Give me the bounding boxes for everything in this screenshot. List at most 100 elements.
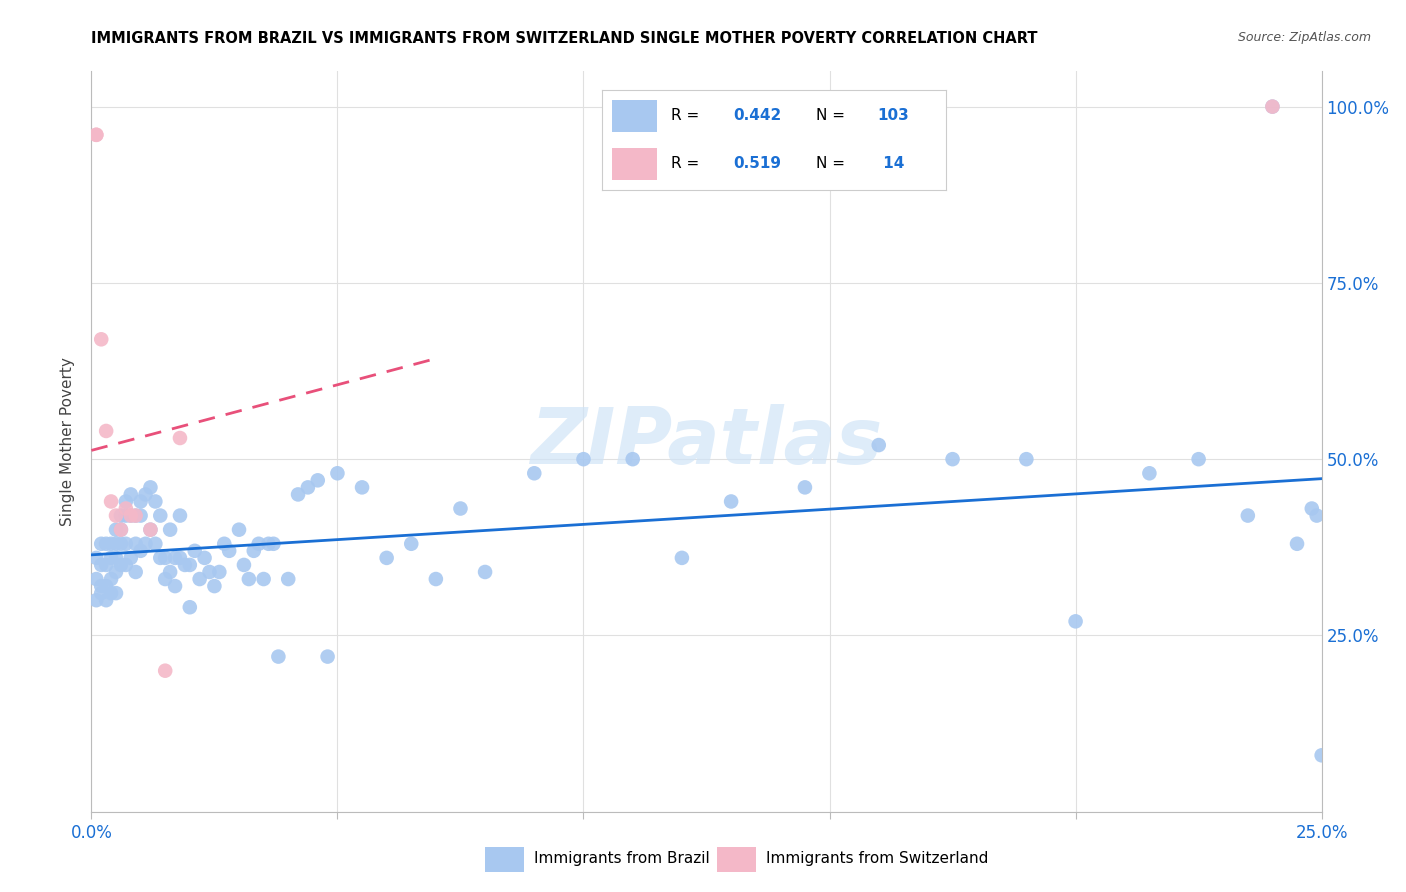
- Point: [352, 480, 374, 494]
- Point: [100, 494, 122, 508]
- Point: [326, 467, 349, 481]
- Point: [262, 537, 284, 551]
- Point: [169, 431, 191, 445]
- Point: [86, 572, 108, 586]
- Point: [523, 467, 546, 481]
- Point: [129, 544, 152, 558]
- Point: [169, 508, 191, 523]
- Point: [868, 438, 890, 452]
- Point: [153, 572, 177, 586]
- Point: [232, 558, 256, 572]
- Point: [208, 565, 231, 579]
- Point: [110, 523, 132, 537]
- Point: [135, 487, 156, 501]
- Point: [135, 537, 156, 551]
- Point: [247, 537, 270, 551]
- Point: [671, 550, 693, 565]
- Point: [139, 523, 162, 537]
- Point: [100, 572, 122, 586]
- Point: [124, 537, 146, 551]
- Point: [242, 544, 264, 558]
- Text: Source: ZipAtlas.com: Source: ZipAtlas.com: [1237, 31, 1371, 45]
- Point: [1305, 508, 1327, 523]
- Point: [120, 508, 142, 523]
- Point: [96, 593, 117, 607]
- Point: [114, 537, 138, 551]
- Point: [941, 452, 963, 467]
- Point: [86, 550, 108, 565]
- Point: [110, 508, 132, 523]
- Point: [174, 558, 197, 572]
- Point: [96, 558, 117, 572]
- Point: [399, 537, 422, 551]
- Point: [120, 508, 142, 523]
- Point: [110, 523, 132, 537]
- Point: [105, 550, 127, 565]
- Point: [1015, 452, 1038, 467]
- Point: [149, 550, 172, 565]
- Point: [1139, 467, 1161, 481]
- Point: [163, 550, 186, 565]
- Point: [179, 600, 201, 615]
- Point: [720, 494, 742, 508]
- Point: [307, 473, 329, 487]
- Point: [139, 523, 162, 537]
- Point: [96, 424, 117, 438]
- Point: [218, 544, 240, 558]
- Point: [621, 452, 644, 467]
- Point: [149, 508, 172, 523]
- Text: Immigrants from Switzerland: Immigrants from Switzerland: [766, 851, 988, 865]
- Point: [145, 494, 166, 508]
- Point: [90, 537, 112, 551]
- Point: [1187, 452, 1209, 467]
- Point: [183, 544, 207, 558]
- Point: [129, 508, 152, 523]
- Point: [105, 586, 127, 600]
- Point: [90, 586, 112, 600]
- Y-axis label: Single Mother Poverty: Single Mother Poverty: [60, 357, 76, 526]
- Point: [105, 523, 127, 537]
- Point: [179, 558, 201, 572]
- Point: [1237, 508, 1260, 523]
- Point: [572, 452, 595, 467]
- Point: [124, 565, 146, 579]
- Point: [202, 579, 225, 593]
- Point: [90, 558, 112, 572]
- Point: [145, 537, 166, 551]
- Text: ZIPatlas: ZIPatlas: [530, 403, 883, 480]
- Point: [96, 537, 117, 551]
- Point: [238, 572, 260, 586]
- Point: [120, 550, 142, 565]
- Point: [287, 487, 309, 501]
- Point: [163, 579, 186, 593]
- Point: [114, 501, 138, 516]
- Point: [114, 558, 138, 572]
- Point: [297, 480, 319, 494]
- Point: [267, 649, 290, 664]
- Point: [124, 508, 146, 523]
- Point: [153, 550, 177, 565]
- Point: [316, 649, 339, 664]
- Point: [139, 480, 162, 494]
- Point: [1301, 501, 1323, 516]
- Point: [114, 494, 138, 508]
- Point: [120, 487, 142, 501]
- Point: [449, 501, 471, 516]
- Point: [124, 508, 146, 523]
- Point: [86, 128, 108, 142]
- Point: [100, 586, 122, 600]
- Point: [100, 550, 122, 565]
- Text: IMMIGRANTS FROM BRAZIL VS IMMIGRANTS FROM SWITZERLAND SINGLE MOTHER POVERTY CORR: IMMIGRANTS FROM BRAZIL VS IMMIGRANTS FRO…: [91, 31, 1038, 46]
- Point: [193, 550, 217, 565]
- Point: [159, 565, 181, 579]
- Point: [277, 572, 299, 586]
- Point: [105, 508, 127, 523]
- Point: [110, 558, 132, 572]
- Point: [100, 537, 122, 551]
- Point: [257, 537, 280, 551]
- Point: [1285, 537, 1308, 551]
- Point: [474, 565, 496, 579]
- Point: [212, 537, 235, 551]
- Point: [86, 593, 108, 607]
- Point: [86, 128, 108, 142]
